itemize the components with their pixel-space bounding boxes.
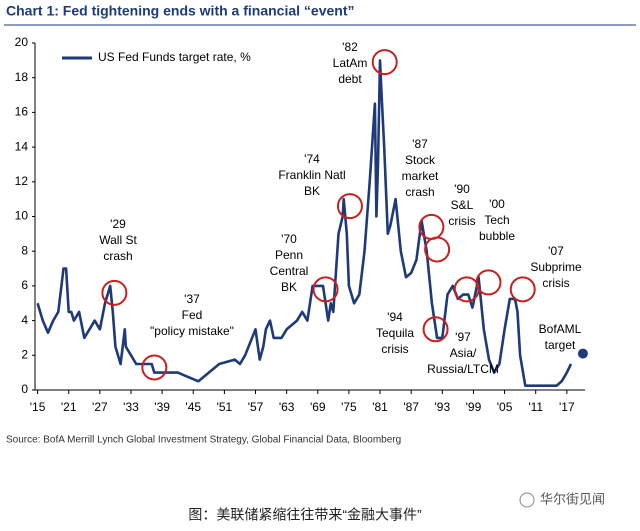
x-tick-label: '51 [217, 400, 233, 414]
source: Source: BofA Merrill Lynch Global Invest… [6, 435, 401, 446]
event-circle [509, 276, 536, 303]
annotation-text: '74 [304, 152, 320, 166]
annotation-text: S&L [451, 198, 474, 212]
x-tick-label: '81 [372, 400, 388, 414]
annotation-text: '87 [412, 137, 428, 151]
x-tick-label: '05 [497, 400, 513, 414]
annotation-text: Central [270, 264, 309, 278]
x-tick-label: '93 [434, 400, 450, 414]
x-tick-label: '99 [466, 400, 482, 414]
x-tick-label: '45 [185, 400, 201, 414]
annotation-text: crash [405, 185, 434, 199]
y-tick-label: 10 [15, 209, 29, 223]
annotation-text: '90 [454, 182, 470, 196]
annotation-text: Russia/LTCM [427, 362, 499, 376]
y-tick-label: 12 [15, 174, 29, 188]
annotation-text: BK [304, 184, 320, 198]
caption: 图：美联储紧缩往往带来“金融大事件” [188, 507, 422, 523]
annotation-text: crisis [381, 342, 408, 356]
target-label: target [545, 338, 576, 352]
y-tick-label: 20 [15, 35, 29, 49]
x-tick-label: '33 [123, 400, 139, 414]
annotation-text: "policy mistake" [150, 324, 234, 338]
annotation-text: '37 [184, 292, 200, 306]
chart-title: Chart 1: Fed tightening ends with a fina… [6, 3, 354, 19]
watermark: 华尔街见闻 [540, 491, 605, 506]
x-tick-label: '87 [403, 400, 419, 414]
watermark-icon [519, 492, 535, 508]
annotation-text: '00 [489, 197, 505, 211]
annotation-text: Tequila [376, 326, 414, 340]
x-tick-label: '39 [154, 400, 170, 414]
x-tick-label: '57 [248, 400, 264, 414]
annotation-text: crash [103, 249, 132, 263]
legend-label: US Fed Funds target rate, % [98, 50, 251, 64]
annotation-text: Asia/ [450, 346, 477, 360]
event-circle [371, 49, 398, 76]
annotation-text: Stock [405, 153, 436, 167]
y-tick-label: 6 [21, 278, 28, 292]
target-dot [577, 348, 588, 359]
event-circle [336, 193, 363, 220]
y-tick-label: 18 [15, 70, 29, 84]
event-circle [141, 354, 168, 381]
y-tick-label: 16 [15, 105, 29, 119]
event-circle [422, 316, 449, 343]
x-tick-label: '27 [92, 400, 108, 414]
annotation-text: crisis [542, 276, 569, 290]
annotation-text: Fed [182, 308, 203, 322]
annotation-text: '82 [342, 40, 358, 54]
event-circle [424, 236, 451, 263]
x-tick-label: '63 [279, 400, 295, 414]
y-tick-label: 8 [21, 243, 28, 257]
event-circle [101, 279, 128, 306]
x-tick-label: '75 [341, 400, 357, 414]
y-tick-label: 0 [21, 382, 28, 396]
annotation-text: '07 [548, 244, 564, 258]
annotation-text: '70 [281, 232, 297, 246]
x-tick-label: '15 [30, 400, 46, 414]
x-tick-label: '69 [310, 400, 326, 414]
annotation-text: LatAm [333, 56, 368, 70]
annotation-text: Subprime [530, 260, 582, 274]
annotation-text: Wall St [99, 233, 137, 247]
annotation-text: market [402, 169, 439, 183]
x-tick-label: '17 [559, 400, 575, 414]
annotation-text: debt [338, 72, 362, 86]
event-circle [312, 276, 339, 303]
x-tick-label: '11 [528, 400, 543, 414]
annotation-text: '97 [455, 330, 471, 344]
y-tick-label: 2 [21, 347, 28, 361]
series-line [36, 59, 573, 387]
annotation-text: BK [281, 280, 297, 294]
x-tick-label: '21 [61, 400, 77, 414]
y-tick-label: 14 [15, 139, 29, 153]
annotation-text: bubble [479, 229, 515, 243]
annotation-text: Penn [275, 248, 303, 262]
y-tick-label: 4 [21, 313, 28, 327]
annotation-text: '29 [110, 217, 126, 231]
annotation-text: crisis [448, 214, 475, 228]
annotation-text: '94 [387, 310, 403, 324]
event-circle [475, 269, 502, 296]
annotation-text: Tech [484, 213, 509, 227]
target-label: BofAML [539, 322, 582, 336]
annotation-text: Franklin Natl [278, 168, 345, 182]
